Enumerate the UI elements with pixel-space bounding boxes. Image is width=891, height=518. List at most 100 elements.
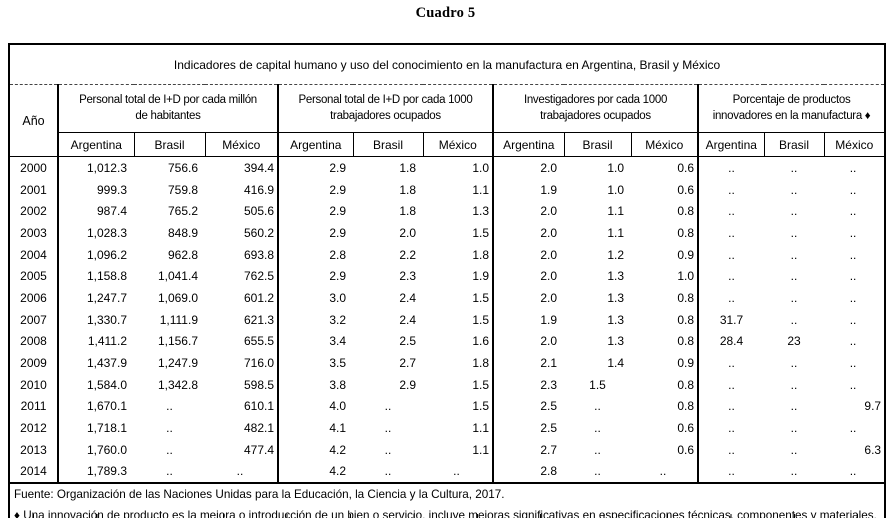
table-cell: 2.4: [399, 312, 416, 327]
table-cell: ..: [849, 290, 857, 305]
table-cell: 1,096.2: [86, 247, 127, 262]
table-cell: 1.1: [607, 204, 624, 219]
table-cell: ..: [594, 399, 601, 414]
table-cell: 1.5: [423, 373, 494, 396]
table-cell: 1,584.0: [86, 377, 127, 392]
group-header-row: Año Personal total de I+D por cada milló…: [9, 84, 886, 157]
country-subheader: Argentina: [278, 132, 354, 157]
table-cell: 0.8: [631, 373, 699, 396]
table-cell: 394.4: [205, 156, 279, 179]
table-cell: 2.9: [329, 204, 346, 219]
table-cell: 598.5: [205, 373, 279, 396]
table-cell: 28.4: [719, 334, 744, 349]
year-cell: 2000: [9, 156, 59, 179]
table-cell: 2.8: [540, 464, 557, 479]
table-cell: ..: [384, 421, 392, 436]
table-cell: 2.5: [399, 334, 416, 349]
table-cell: 1.0: [631, 265, 699, 288]
table-cell: 601.2: [205, 287, 279, 309]
table-cell: 1,330.7: [86, 312, 127, 327]
table-cell: 2.0: [540, 334, 557, 349]
table-cell: 762.5: [205, 265, 279, 288]
table-cell: 1,111.9: [159, 312, 198, 327]
year-cell: 2011: [9, 395, 59, 418]
table-cell: 1,247.7: [86, 290, 127, 305]
table-cell: 759.8: [167, 182, 198, 197]
caption-row: Indicadores de capital humano y uso del …: [9, 44, 886, 85]
cropped-next-table-row: [33, 514, 884, 518]
group-header-line2: trabajadores ocupados: [540, 109, 651, 122]
table-cell: 505.6: [205, 200, 279, 223]
year-cell: 2012: [9, 417, 59, 439]
table-cell: ..: [849, 464, 857, 479]
country-subheader: México: [423, 132, 494, 157]
table-cell: 1.4: [607, 356, 624, 371]
table-cell: ..: [849, 356, 857, 371]
year-cell: 2006: [9, 287, 59, 309]
table-cell: 1.6: [423, 330, 494, 353]
table-cell: 1.3: [607, 312, 624, 327]
table-row: 2004 1,096.2 962.8 693.8 2.8 2.2 1.8 2.0 1.2 0.9.…: [9, 243, 885, 266]
table-cell: 1,760.0: [86, 442, 127, 457]
table-cell: 987.4: [96, 204, 127, 219]
table-row: 2010 1,584.0 1,342.8 598.5 3.8 2.9 1.5 2.3 1.5 0.…: [9, 373, 885, 396]
table-row: 2003 1,028.3 848.9 560.2 2.9 2.0 1.5 2.0 1.1 0.8.…: [9, 222, 885, 244]
year-cell: 2002: [9, 200, 59, 223]
table-cell: ..: [849, 204, 857, 219]
page-title: Cuadro 5: [415, 5, 476, 21]
table-cell: ..: [790, 442, 798, 457]
table-cell: 23: [787, 334, 801, 349]
table-cell: 756.6: [167, 160, 198, 175]
table-cell: 1.9: [540, 312, 557, 327]
table-cell: ..: [790, 421, 798, 436]
table-cell: 1.8: [399, 160, 416, 175]
table-cell: 0.8: [631, 287, 699, 309]
table-cell: 4.1: [329, 421, 346, 436]
footnote: ♦ Una innovación de producto es la mejor…: [14, 509, 877, 518]
table-cell: 560.2: [205, 222, 279, 244]
table-cell: 0.6: [631, 438, 699, 461]
year-column-header: Año: [9, 84, 59, 157]
table-cell: ..: [849, 225, 857, 240]
table-cell: 1.9: [423, 265, 494, 288]
year-cell: 2004: [9, 243, 59, 266]
year-cell: 2005: [9, 265, 59, 288]
footnote-row: ♦ Una innovación de producto es la mejor…: [9, 504, 885, 518]
group-header-line1: Personal total de I+D por cada 1000: [298, 93, 473, 106]
table-cell: ..: [631, 460, 699, 484]
table-cell: ..: [849, 182, 857, 197]
table-cell: 3.0: [329, 290, 346, 305]
table-row: 2001 999.3 759.8 416.9 2.9 1.8 1.1 1.9 1.0 0.6...…: [9, 178, 885, 201]
table-cell: ..: [166, 464, 173, 479]
table-cell: 2.3: [399, 269, 416, 284]
table-cell: ..: [728, 421, 735, 436]
table-cell: ..: [594, 442, 601, 457]
table-cell: ..: [728, 442, 735, 457]
table-row: 2000 1,012.3 756.6 394.4 2.9 1.8 1.0 2.0 1.0 0.6.…: [9, 156, 885, 179]
table-cell: 2.7: [540, 442, 557, 457]
table-cell: 1.0: [607, 182, 624, 197]
table-cell: 1.5: [423, 287, 494, 309]
group-header-productos-innovadores: Porcentaje de productos innovadores en l…: [698, 84, 886, 133]
table-cell: 2.3: [540, 377, 557, 392]
table-cell: ..: [728, 290, 735, 305]
table-cell: ..: [728, 377, 735, 392]
table-cell: 1.1: [423, 178, 494, 201]
table-cell: 0.9: [631, 352, 699, 374]
table-cell: ..: [728, 464, 735, 479]
table-cell: 1,342.8: [157, 377, 198, 392]
table-cell: ..: [849, 377, 857, 392]
table-cell: 1.8: [399, 182, 416, 197]
table-cell: 1.3: [607, 269, 624, 284]
table-cell: 2.9: [329, 160, 346, 175]
table-cell: 999.3: [96, 182, 127, 197]
table-cell: ..: [205, 460, 279, 484]
table-cell: 2.1: [540, 356, 557, 371]
indicators-table: Indicadores de capital humano y uso del …: [8, 43, 887, 518]
table-cell: 2.0: [540, 269, 557, 284]
table-cell: ..: [790, 160, 798, 175]
country-subheader: México: [205, 132, 279, 157]
table-cell: 1,012.3: [86, 160, 127, 175]
table-cell: 1.1: [423, 438, 494, 461]
table-cell: 1,437.9: [86, 356, 127, 371]
